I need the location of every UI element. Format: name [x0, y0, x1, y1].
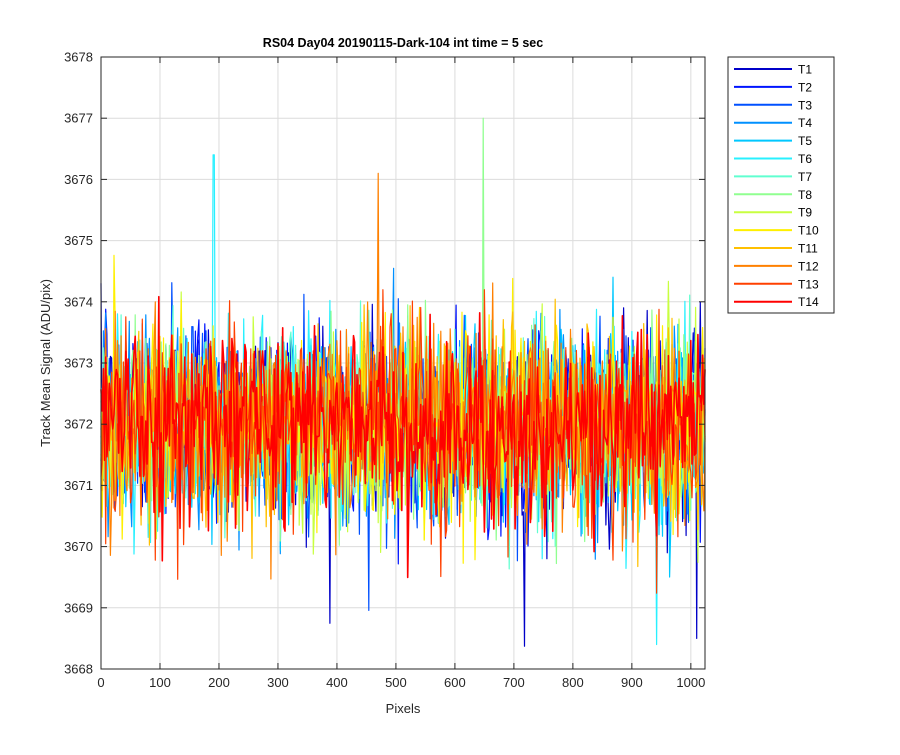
- x-tick-label: 100: [149, 675, 171, 690]
- y-tick-label: 3678: [64, 50, 93, 65]
- legend-label-t1: T1: [798, 63, 812, 77]
- legend-label-t4: T4: [798, 116, 812, 130]
- chart-title: RS04 Day04 20190115-Dark-104 int time = …: [263, 36, 543, 50]
- legend-label-t6: T6: [798, 152, 812, 166]
- legend-box: [727, 56, 835, 314]
- x-tick-label: 800: [562, 675, 584, 690]
- y-tick-label: 3675: [64, 233, 93, 248]
- legend-label-t7: T7: [798, 170, 812, 184]
- legend-label-t9: T9: [798, 206, 812, 220]
- x-tick-label: 200: [208, 675, 230, 690]
- legend: T1 T2 T3 T4 T5 T6 T7 T8 T9 T10 T11 T12 T13 T14: [727, 56, 835, 314]
- x-tick-label: 300: [267, 675, 289, 690]
- ticks: 0 100 200 300 400 500 600 700 800 900 1000 3668 3669…: [64, 50, 705, 691]
- x-tick-label: 700: [503, 675, 525, 690]
- x-axis-label: Pixels: [386, 701, 421, 716]
- legend-label-t13: T13: [798, 277, 819, 291]
- legend-label-t11: T11: [798, 242, 818, 256]
- x-tick-label: 1000: [676, 675, 705, 690]
- series-line-t14: [100, 295, 706, 579]
- y-tick-label: 3672: [64, 417, 93, 432]
- legend-label-t3: T3: [798, 98, 812, 112]
- legend-label-t10: T10: [798, 224, 819, 238]
- y-tick-label: 3674: [64, 294, 93, 309]
- y-tick-label: 3673: [64, 356, 93, 371]
- y-axis-label: Track Mean Signal (ADU/pix): [38, 279, 53, 447]
- x-tick-label: 400: [326, 675, 348, 690]
- y-tick-label: 3676: [64, 172, 93, 187]
- x-tick-label: 900: [621, 675, 643, 690]
- y-tick-label: 3670: [64, 539, 93, 554]
- legend-label-t8: T8: [798, 188, 812, 202]
- legend-label-t5: T5: [798, 134, 812, 148]
- y-tick-label: 3677: [64, 111, 93, 126]
- x-tick-label: 500: [385, 675, 407, 690]
- y-tick-label: 3671: [64, 478, 93, 493]
- y-tick-label: 3668: [64, 662, 93, 677]
- legend-label-t2: T2: [798, 80, 812, 94]
- x-tick-label: 0: [97, 675, 104, 690]
- x-tick-label: 600: [444, 675, 466, 690]
- series-layer: [100, 117, 706, 647]
- legend-label-t12: T12: [798, 259, 819, 273]
- legend-label-t14: T14: [798, 295, 819, 309]
- y-tick-label: 3669: [64, 600, 93, 615]
